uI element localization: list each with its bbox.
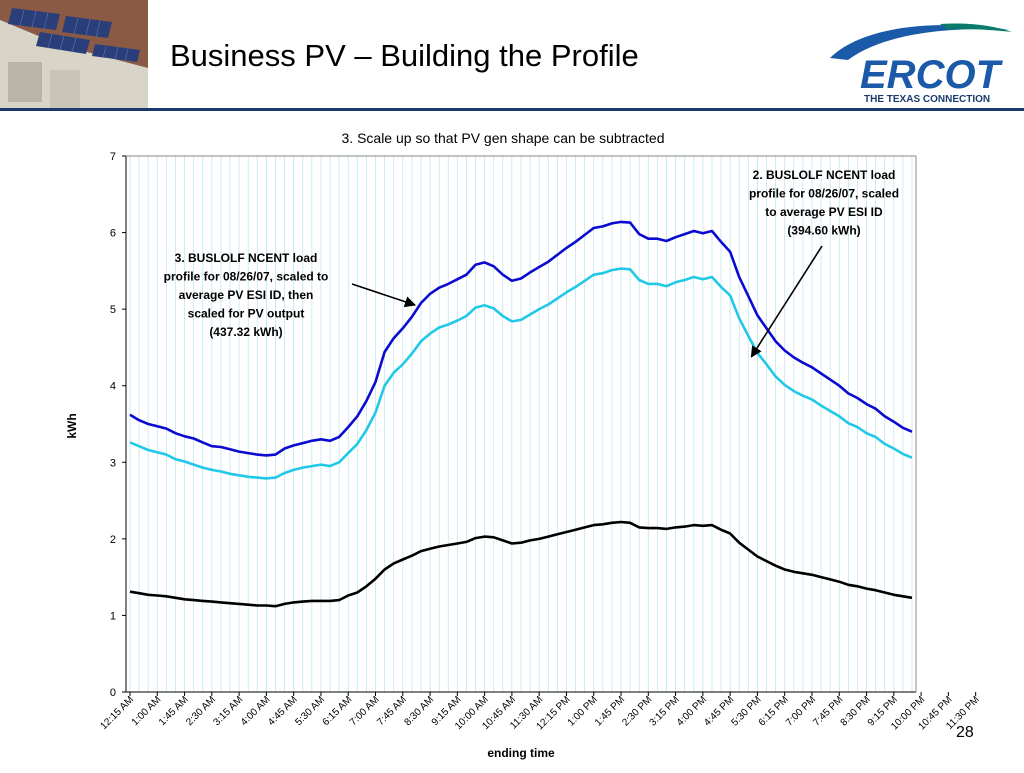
- y-axis-label: kWh: [65, 413, 79, 438]
- page-number: 28: [956, 724, 974, 741]
- ercot-logo: ERCOT THE TEXAS CONNECTION: [820, 18, 1020, 108]
- annotation-line: profile for 08/26/07, scaled: [749, 187, 899, 201]
- annotation-arrow-pv: [351, 283, 417, 308]
- series-line-base: [129, 520, 913, 608]
- annotation-line: profile for 08/26/07, scaled to: [164, 270, 329, 284]
- logo-wordmark: ERCOT: [860, 53, 1004, 97]
- annotation-arrow-avg: [750, 245, 823, 358]
- slide-title: Business PV – Building the Profile: [170, 38, 639, 73]
- annotation-line: average PV ESI ID, then: [179, 288, 314, 302]
- annotation-scaled-avg: 2. BUSLOLF NCENT load profile for 08/26/0…: [749, 168, 899, 238]
- annotation-line: (394.60 kWh): [787, 224, 860, 238]
- y-tick-label: 1: [110, 610, 116, 622]
- x-axis-label: ending time: [487, 746, 555, 760]
- y-tick-label: 7: [110, 151, 116, 163]
- x-tick-label: 12:15 AM: [98, 694, 136, 732]
- y-tick-label: 6: [110, 228, 116, 240]
- chart-title: 3. Scale up so that PV gen shape can be …: [342, 130, 665, 146]
- series: [129, 220, 913, 608]
- y-tick-label: 0: [110, 687, 116, 699]
- annotations: 3. BUSLOLF NCENT load profile for 08/26/0…: [164, 168, 899, 358]
- grid: [126, 156, 916, 692]
- house-solar-photo: [0, 0, 148, 108]
- header-divider: [0, 108, 1024, 111]
- annotation-line: scaled for PV output: [188, 307, 305, 321]
- annotation-line: to average PV ESI ID: [765, 205, 883, 219]
- y-tick-label: 5: [110, 304, 116, 316]
- annotation-line: 3. BUSLOLF NCENT load: [175, 251, 318, 265]
- series-line-scaled-avg: [129, 267, 913, 480]
- annotation-line: (437.32 kWh): [209, 325, 282, 339]
- annotation-line: 2. BUSLOLF NCENT load: [753, 168, 896, 182]
- chart: 0 1 2 3 4 5 6 7 12:15 AM 1:00 AM 1:45 AM 2:30 AM 3:1…: [0, 112, 1024, 768]
- y-tick-label: 3: [110, 457, 116, 469]
- logo-tagline: THE TEXAS CONNECTION: [864, 94, 990, 105]
- series-line-scaled-pv: [129, 220, 913, 457]
- y-tick-label: 2: [110, 534, 116, 546]
- annotation-scaled-pv: 3. BUSLOLF NCENT load profile for 08/26/0…: [164, 251, 329, 339]
- y-tick-label: 4: [110, 381, 116, 393]
